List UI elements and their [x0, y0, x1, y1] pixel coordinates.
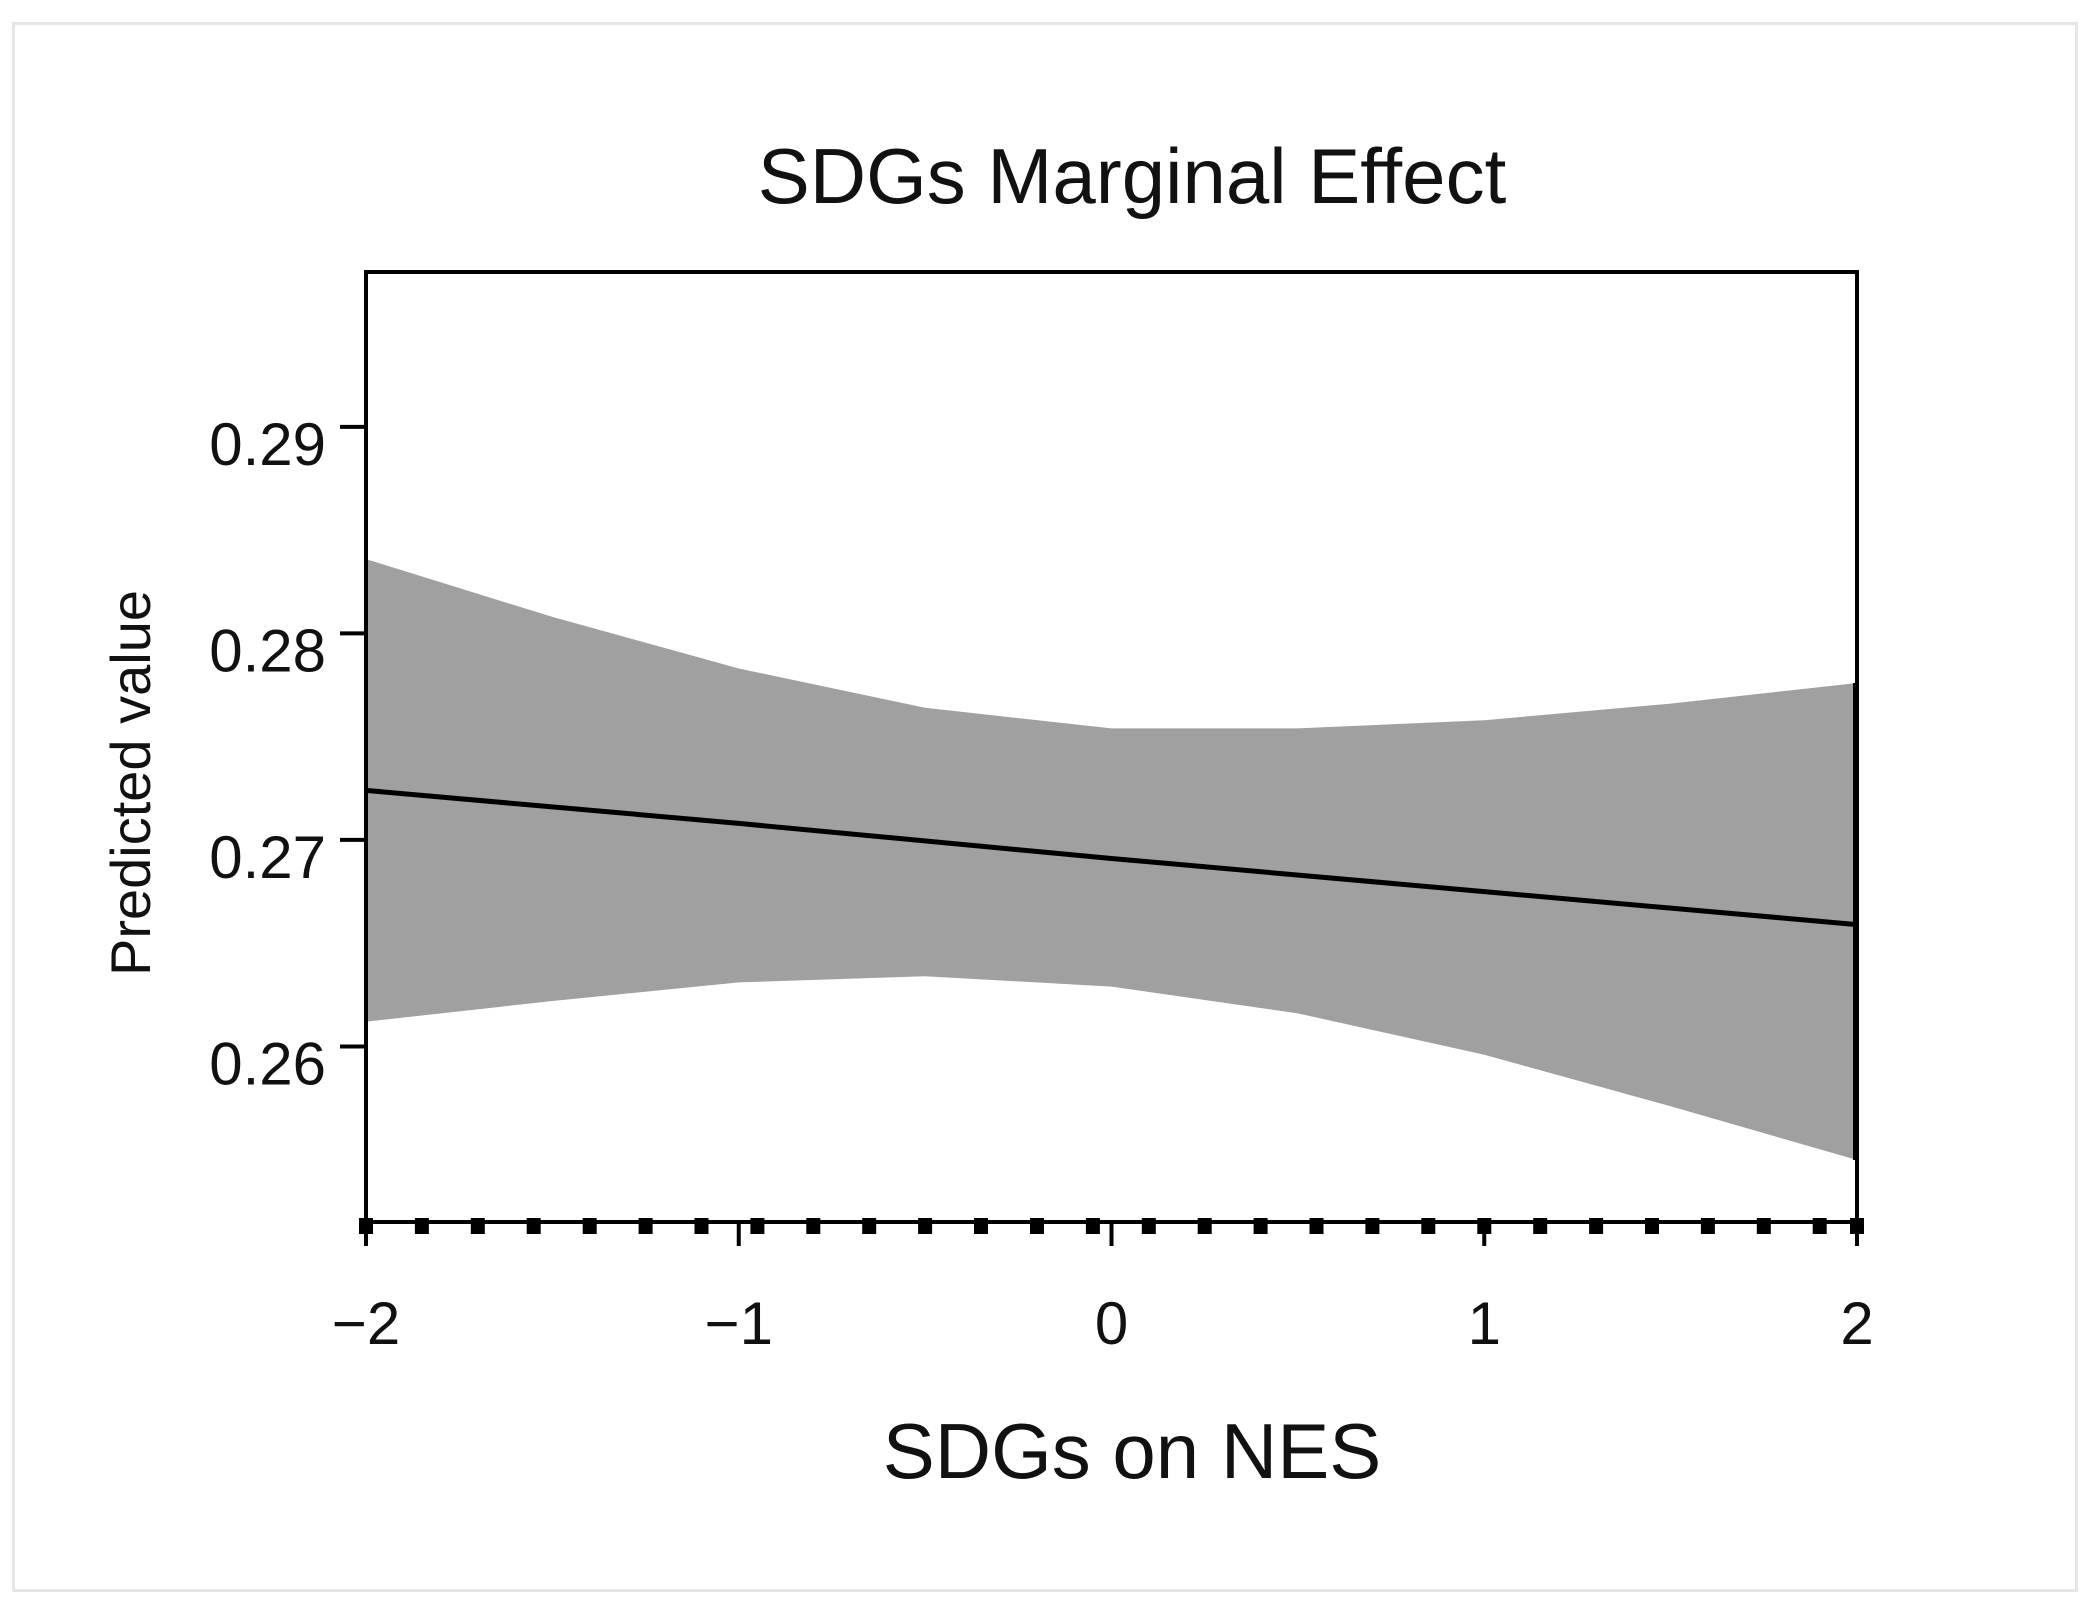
- x-tick-label-1: −1: [705, 1290, 773, 1357]
- prediction-line-layer: [365, 787, 1858, 928]
- x-axis-label: SDGs on NES: [883, 1407, 1382, 1495]
- x-tick-label-0: −2: [332, 1290, 400, 1357]
- y-tick-label-3: 0.29: [209, 411, 326, 478]
- y-tick-label-1: 0.27: [209, 824, 326, 891]
- chart-title: SDGs Marginal Effect: [758, 132, 1507, 220]
- prediction-line-0: [365, 787, 1858, 928]
- y-tick-label-0: 0.26: [209, 1030, 326, 1097]
- y-axis: 0.26 0.27 0.28 0.29: [209, 411, 366, 1097]
- x-tick-label-2: 0: [1095, 1290, 1128, 1357]
- y-tick-label-2: 0.28: [209, 617, 326, 684]
- x-tick-label-4: 2: [1840, 1290, 1873, 1357]
- y-axis-label: Predicted value: [99, 590, 162, 976]
- x-tick-label-3: 1: [1468, 1290, 1501, 1357]
- x-axis: −2 −1 0 1 2: [332, 1222, 1874, 1357]
